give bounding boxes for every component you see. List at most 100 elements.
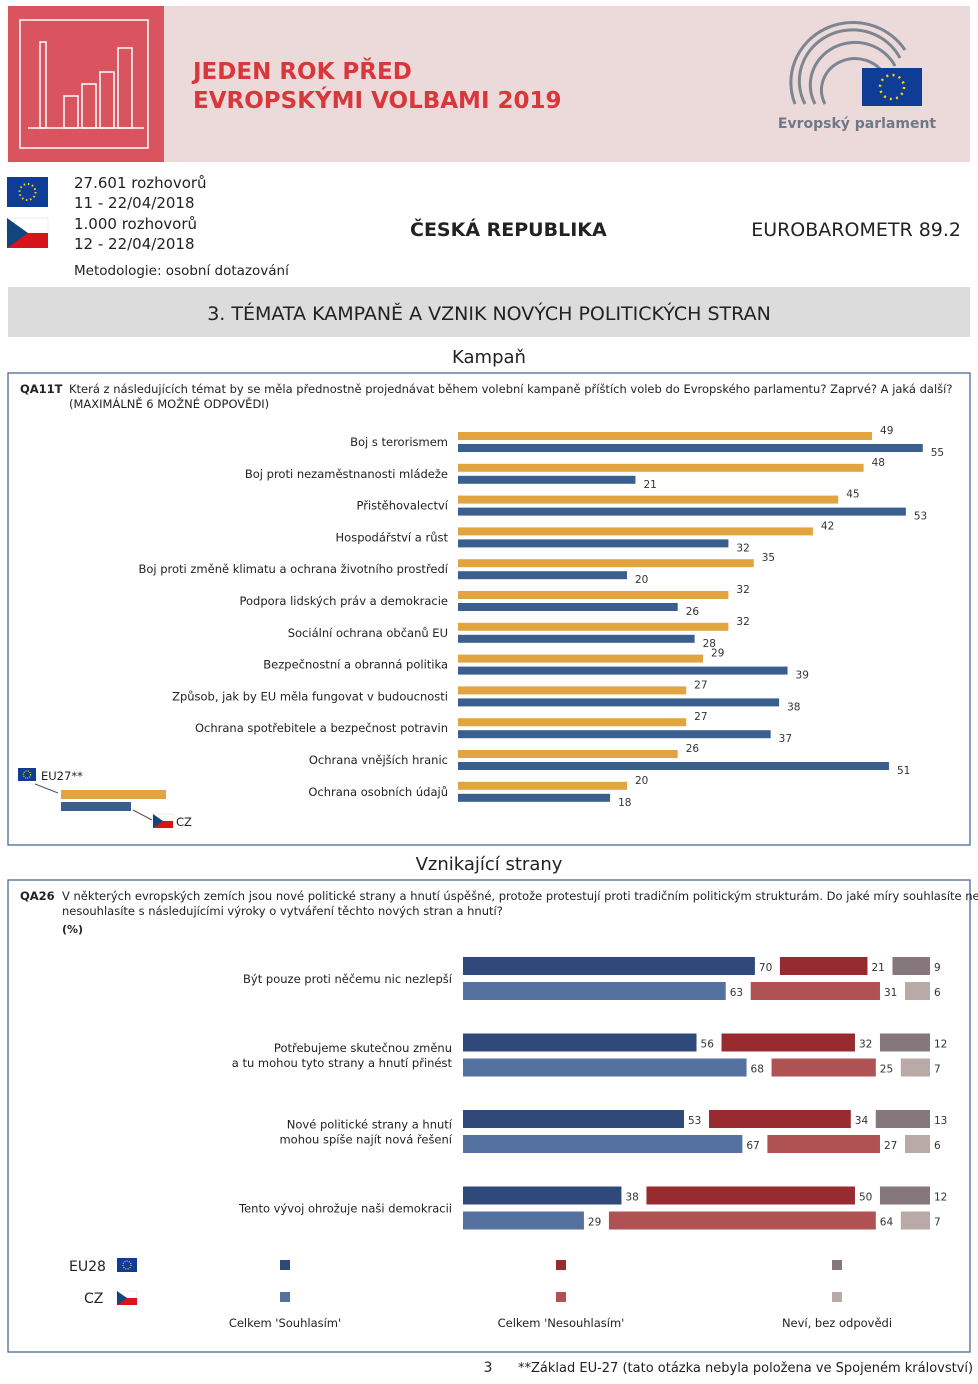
- bar: [458, 603, 678, 611]
- value-label: 32: [859, 1039, 872, 1051]
- value-label: 21: [871, 962, 884, 974]
- value-label: 12: [934, 1192, 947, 1204]
- survey: EUROBAROMETR 89.2: [751, 219, 961, 241]
- value-label: 26: [686, 606, 700, 618]
- value-label: 32: [736, 542, 749, 554]
- bar-segment: [904, 982, 930, 1000]
- legend-label: CZ: [84, 1291, 103, 1307]
- value-label: 12: [934, 1039, 947, 1051]
- value-label: 42: [821, 520, 834, 532]
- bar-segment: [904, 1135, 930, 1153]
- value-label: 51: [897, 765, 910, 777]
- bar: [458, 750, 678, 758]
- row-label: mohou spíše najít nová řešení: [279, 1133, 452, 1147]
- value-label: 31: [884, 987, 897, 999]
- icon-lines: [19, 19, 149, 149]
- value-label: 38: [787, 701, 800, 713]
- eu-flag: [7, 177, 48, 207]
- bar: [458, 686, 687, 695]
- bar-segment: [750, 982, 880, 1000]
- bar: [458, 698, 780, 707]
- bar: [458, 539, 729, 548]
- question-text: nesouhlasíte s následujícími výroky o vy…: [62, 904, 503, 918]
- value-label: 68: [751, 1064, 764, 1076]
- row-label: Boj proti nezaměstnanosti mládeže: [245, 467, 448, 481]
- row-label: Boj proti změně klimatu a ochrana životn…: [138, 562, 448, 576]
- question-text: Která z následujících témat by se měla p…: [69, 382, 952, 396]
- value-label: 9: [934, 962, 941, 974]
- value-label: 26: [686, 743, 700, 755]
- campaign-box: [7, 372, 971, 846]
- cz-flag: [116, 1290, 138, 1305]
- legend-swatch: [556, 1260, 566, 1270]
- header-title: EVROPSKÝMI VOLBAMI 2019: [193, 86, 562, 114]
- value-label: 7: [934, 1217, 941, 1229]
- bar: [458, 666, 788, 675]
- ep-logo: [789, 21, 907, 105]
- row-label: Přistěhovalectví: [356, 499, 448, 513]
- bar-segment: [892, 957, 930, 975]
- info-text: 12 - 22/04/2018: [74, 235, 195, 253]
- bar: [458, 654, 704, 663]
- value-label: 6: [934, 987, 941, 999]
- row-label: Potřebujeme skutečnou změnu: [274, 1041, 452, 1055]
- value-label: 13: [934, 1115, 947, 1127]
- page-number: 3: [484, 1360, 493, 1376]
- legend-swatch: [280, 1292, 290, 1302]
- bar: [458, 762, 889, 770]
- methodology: Metodologie: osobní dotazování: [74, 263, 290, 279]
- bar-segment: [463, 1110, 685, 1128]
- bar: [458, 444, 923, 452]
- parties-chart: Být pouze proti něčemu nic nezlepší 70 21 9…: [232, 957, 947, 1230]
- bar: [458, 793, 611, 802]
- legend-swatch: [832, 1292, 842, 1302]
- bar-segment: [463, 1135, 743, 1153]
- bar-segment: [463, 1058, 747, 1077]
- value-label: 34: [855, 1115, 869, 1127]
- bar: [458, 475, 636, 484]
- question-text: V některých evropských zemích jsou nové …: [62, 889, 978, 903]
- question-code: QA26: [20, 889, 55, 903]
- value-label: 20: [635, 775, 648, 787]
- value-label: 64: [880, 1217, 894, 1229]
- value-label: 27: [884, 1140, 897, 1152]
- campaign-heading: Kampaň: [452, 347, 526, 368]
- value-label: 53: [688, 1115, 701, 1127]
- bar-segment: [608, 1211, 876, 1230]
- bar: [458, 432, 873, 440]
- row-label: Ochrana osobních údajů: [308, 785, 448, 799]
- bar-segment: [771, 1058, 876, 1077]
- row-label: Způsob, jak by EU měla fungovat v budouc…: [172, 689, 448, 703]
- legend-swatch: [61, 790, 166, 799]
- country: ČESKÁ REPUBLIKA: [410, 217, 607, 241]
- bar-segment: [767, 1135, 880, 1153]
- legend-label: Neví, bez odpovědi: [782, 1316, 892, 1330]
- row-label: Nové politické strany a hnutí: [287, 1118, 453, 1132]
- row-label: a tu mohou tyto strany a hnutí přinést: [232, 1056, 453, 1070]
- legend-label: EU28: [69, 1259, 106, 1275]
- bar: [458, 495, 839, 504]
- bar-segment: [721, 1033, 855, 1052]
- row-label: Podpora lidských práv a demokracie: [239, 594, 448, 608]
- value-label: 29: [711, 648, 724, 660]
- row-label: Sociální ochrana občanů EU: [288, 626, 448, 640]
- footer-note: **Základ EU-27 (tato otázka nebyla polož…: [518, 1361, 973, 1376]
- ep-flag-stars: [878, 73, 906, 101]
- value-label: 48: [872, 457, 885, 469]
- value-label: 32: [736, 616, 749, 628]
- value-label: 35: [762, 552, 775, 564]
- parties-box: [7, 879, 971, 1353]
- legend-label: Celkem 'Souhlasím': [229, 1316, 341, 1330]
- cz-flag: [152, 813, 174, 828]
- row-label: Tento vývoj ohrožuje naši demokracii: [238, 1202, 452, 1216]
- row-label: Bezpečnostní a obranná politika: [263, 658, 448, 672]
- info-text: 1.000 rozhovorů: [74, 215, 197, 233]
- value-label: 39: [796, 670, 809, 682]
- bar: [458, 781, 627, 790]
- bar-segment: [463, 1186, 622, 1205]
- value-label: 70: [759, 962, 772, 974]
- legend-swatch: [832, 1260, 842, 1270]
- bar: [458, 718, 687, 727]
